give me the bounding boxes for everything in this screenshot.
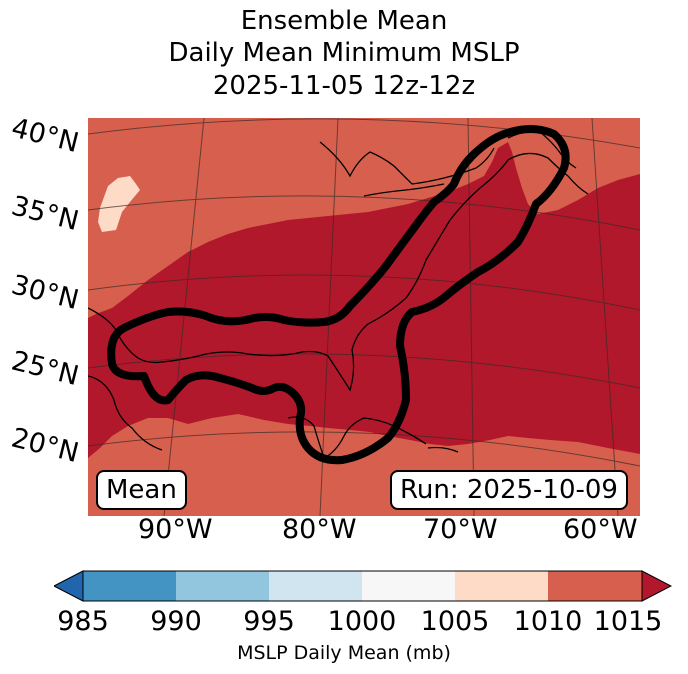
hispaniola-coast — [427, 446, 459, 453]
lake-erie-ontario — [363, 183, 445, 197]
colorbar-bin-1010-1015 — [548, 571, 642, 601]
title-line-1: Ensemble Mean — [240, 6, 448, 36]
lon-label-70w: 70°W — [423, 514, 498, 545]
colorbar-tick-1005: 1005 — [420, 606, 490, 637]
colorbar-bin-995-1000 — [269, 571, 362, 601]
colorbar-tick-995: 995 — [243, 606, 295, 637]
lon-label-80w: 80°W — [282, 514, 357, 545]
mean-badge: Mean — [96, 470, 187, 510]
gulf-atlantic-coast — [88, 152, 589, 392]
lat-line-30n — [88, 274, 640, 311]
colorbar-tick-1010: 1010 — [513, 606, 583, 637]
run-date-badge: Run: 2025-10-09 — [390, 470, 628, 510]
colorbar-high-extend — [641, 570, 672, 602]
colorbar-bin-990-995 — [176, 571, 269, 601]
lat-label-40n: 40°N — [8, 112, 82, 160]
colorbar-tick-1000: 1000 — [327, 606, 397, 637]
colorbar-tick-990: 990 — [150, 606, 202, 637]
colorbar-low-extend — [54, 570, 84, 602]
title-line-3: 2025-11-05 12z-12z — [212, 71, 476, 101]
lat-label-20n: 20°N — [8, 422, 82, 470]
lon-line-90w — [163, 118, 205, 516]
lat-line-35n — [88, 195, 640, 231]
colorbar — [54, 570, 672, 602]
lat-line-20n — [88, 431, 640, 467]
graticule — [88, 118, 640, 516]
mslp-contour — [107, 125, 570, 465]
yucatan-cuba-coast — [287, 416, 427, 459]
lat-line-25n — [88, 353, 640, 389]
lat-label-30n: 30°N — [8, 269, 82, 317]
title-line-2: Daily Mean Minimum MSLP — [168, 38, 520, 68]
colorbar-bin-985-990 — [83, 571, 176, 601]
colorbar-outline — [82, 570, 643, 602]
lon-line-70w — [467, 118, 475, 516]
colorbar-label: MSLP Daily Mean (mb) — [237, 642, 451, 664]
map-panel: Mean Run: 2025-10-09 — [88, 118, 640, 516]
pale-pressure-patch — [98, 176, 140, 232]
colorbar-bin-1005-1010 — [455, 571, 548, 601]
lon-label-90w: 90°W — [138, 514, 213, 545]
colorbar-bin-1000-1005 — [362, 571, 455, 601]
lat-label-25n: 25°N — [8, 345, 82, 393]
lat-label-35n: 35°N — [8, 190, 82, 238]
colorbar-tick-985: 985 — [57, 606, 109, 637]
mexico-coast — [88, 375, 163, 451]
lat-line-40n — [88, 118, 640, 149]
map-canvas — [88, 118, 640, 516]
great-lakes — [319, 141, 495, 185]
colorbar-tick-1015: 1015 — [593, 606, 663, 637]
lon-line-60w — [591, 118, 619, 516]
lon-label-60w: 60°W — [563, 514, 638, 545]
